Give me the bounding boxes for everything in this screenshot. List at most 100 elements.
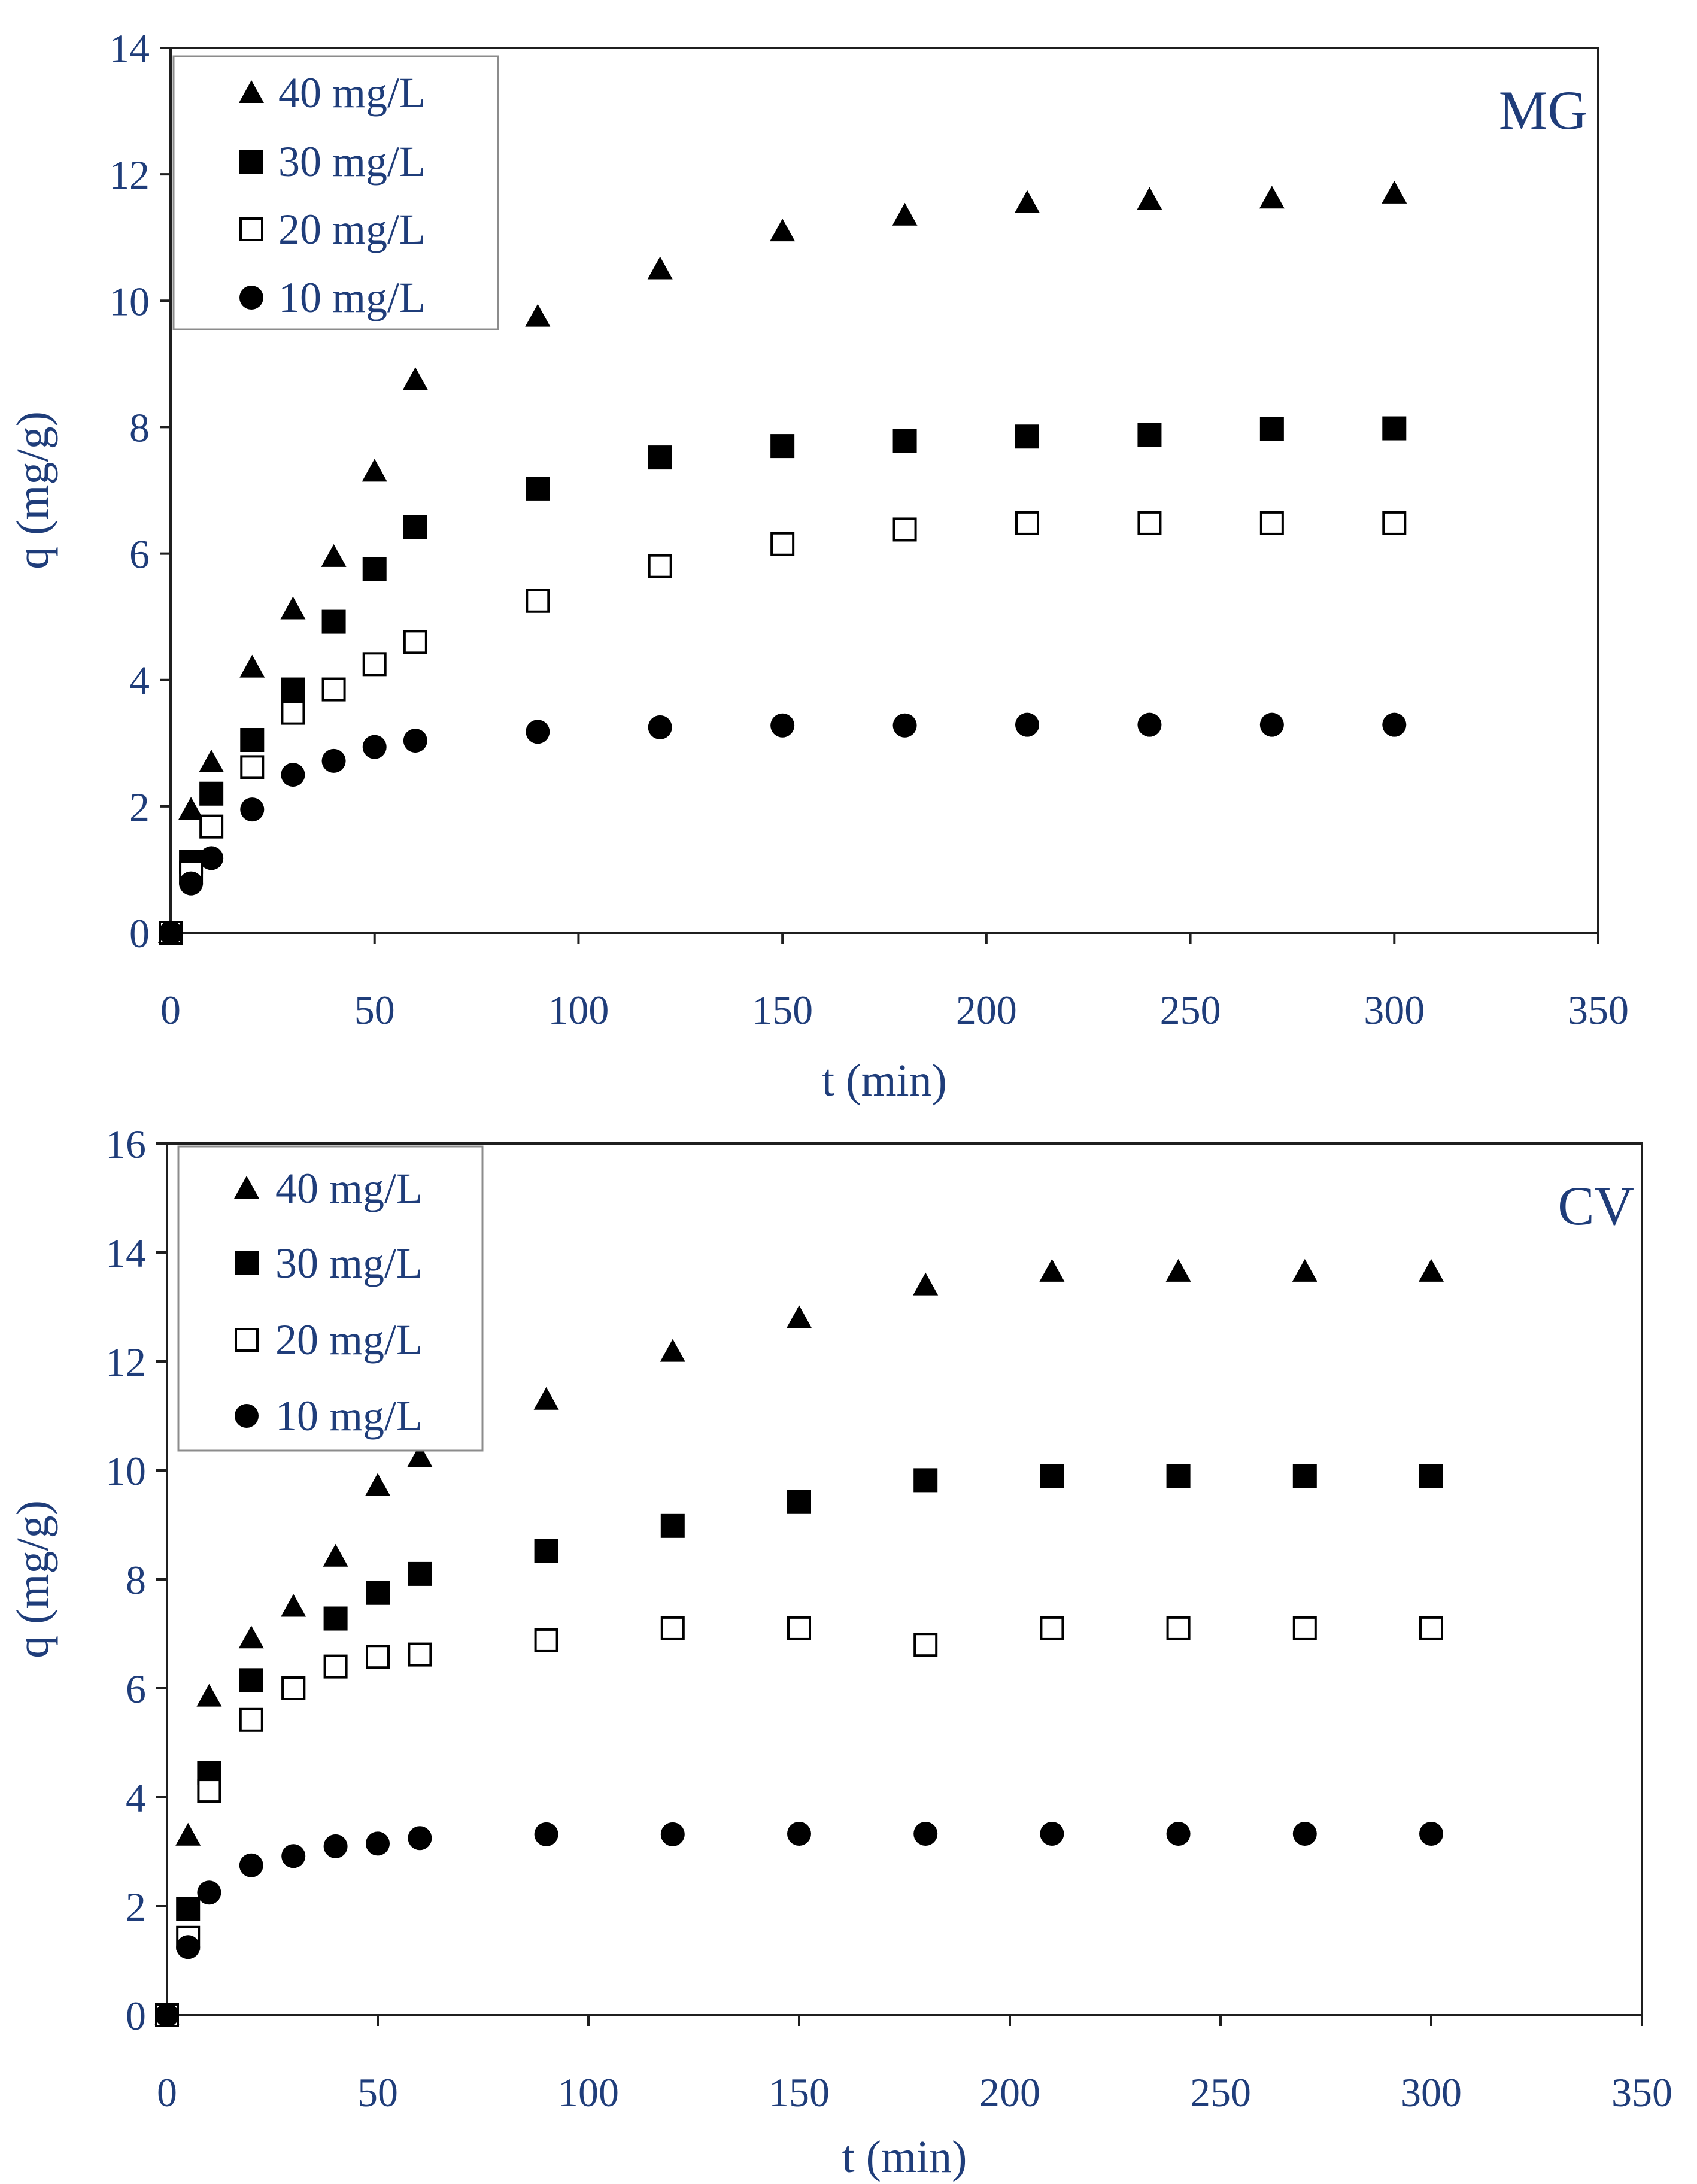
y-tick-label: 10: [109, 278, 150, 324]
data-point: [1015, 424, 1039, 449]
data-point: [280, 596, 306, 620]
data-point: [1382, 712, 1407, 737]
data-point: [323, 1834, 348, 1858]
y-tick-label: 2: [129, 784, 150, 830]
data-point: [196, 1684, 222, 1707]
y-tick-label: 10: [105, 1448, 146, 1494]
legend-label: 40 mg/L: [275, 1164, 423, 1212]
data-point: [321, 544, 347, 567]
y-tick-label: 12: [109, 152, 150, 198]
data-point: [199, 749, 224, 772]
series-20-mg-l: [155, 1616, 1443, 2027]
data-point: [321, 609, 346, 634]
data-point: [323, 1606, 348, 1631]
y-tick-label: 6: [129, 532, 150, 577]
data-point: [239, 654, 265, 678]
x-tick-label: 150: [752, 987, 813, 1033]
data-point: [892, 202, 918, 226]
data-point: [281, 1844, 306, 1868]
y-tick-label: 0: [126, 1993, 146, 2039]
x-tick-label: 350: [1568, 987, 1629, 1033]
data-point: [913, 1821, 938, 1846]
data-point: [179, 871, 204, 896]
data-point: [913, 1272, 939, 1296]
y-axis-title: q (mg/g): [8, 1500, 58, 1658]
series-20-mg-l: [159, 511, 1407, 945]
data-point: [240, 728, 265, 753]
data-point: [1137, 423, 1162, 447]
plot-frame: [169, 47, 1599, 934]
data-point: [770, 713, 795, 738]
x-axis-title: t (min): [842, 2132, 967, 2182]
x-tick-label: 200: [956, 987, 1017, 1033]
legend-label: 30 mg/L: [278, 138, 426, 186]
data-point: [366, 1831, 390, 1856]
data-point: [1259, 186, 1285, 209]
legend-label: 10 mg/L: [275, 1392, 423, 1440]
legend-label: 40 mg/L: [278, 69, 426, 117]
data-point: [787, 1616, 811, 1640]
data-point: [1166, 1464, 1191, 1488]
legend-label: 10 mg/L: [278, 274, 426, 321]
legend-label: 20 mg/L: [278, 205, 426, 253]
data-point: [787, 1821, 811, 1846]
x-tick-label: 300: [1401, 2070, 1462, 2115]
data-point: [770, 532, 795, 556]
data-point: [1259, 417, 1284, 441]
data-point: [1292, 1464, 1317, 1488]
x-tick-label: 50: [357, 2070, 398, 2115]
data-point: [1015, 511, 1039, 535]
data-point: [648, 554, 672, 578]
y-tick-label: 16: [105, 1121, 146, 1167]
data-point: [660, 1513, 685, 1538]
data-point: [913, 1468, 938, 1493]
data-point: [534, 1539, 558, 1563]
data-point: [787, 1305, 812, 1328]
legend-marker: [239, 286, 263, 310]
y-axis-title: q (mg/g): [8, 411, 58, 569]
data-point: [913, 1633, 938, 1657]
x-tick-label: 100: [558, 2070, 619, 2115]
x-tick-label: 300: [1364, 987, 1425, 1033]
data-point: [1419, 1258, 1444, 1282]
data-point: [1382, 511, 1407, 535]
data-point: [366, 1645, 390, 1669]
legend-box: [172, 55, 499, 330]
data-point: [407, 1444, 433, 1467]
data-point: [199, 781, 224, 806]
data-point: [787, 1490, 811, 1514]
data-point: [660, 1339, 685, 1362]
data-point: [1259, 712, 1284, 737]
data-point: [402, 367, 428, 390]
data-point: [155, 2003, 179, 2027]
data-point: [1165, 1258, 1191, 1282]
legend-marker: [235, 1328, 259, 1352]
data-point: [175, 1822, 201, 1846]
cv-chart: 0 2 4 6 8 10 12 14 16 0 50 100 150 200 250 300 350 t (min…: [8, 1121, 1672, 2182]
data-point: [648, 715, 672, 739]
x-axis-title: t (min): [822, 1055, 947, 1106]
data-point: [362, 557, 387, 581]
data-point: [197, 1779, 221, 1803]
x-tick-label: 250: [1190, 2070, 1251, 2115]
data-point: [1292, 1821, 1317, 1846]
data-point: [281, 677, 305, 702]
data-point: [1166, 1821, 1191, 1846]
data-point: [1040, 1821, 1064, 1846]
data-point: [403, 729, 427, 753]
data-point: [199, 814, 224, 839]
y-tick-label: 12: [105, 1339, 146, 1385]
data-point: [408, 1642, 432, 1667]
x-tick-label: 350: [1611, 2070, 1672, 2115]
data-point: [892, 713, 917, 738]
data-point: [176, 1897, 201, 1921]
data-point: [238, 1625, 264, 1649]
data-point: [1259, 511, 1284, 535]
data-point: [770, 434, 795, 459]
data-point: [1040, 1464, 1064, 1488]
x-tick-label: 150: [769, 2070, 830, 2115]
data-point: [323, 1654, 348, 1679]
data-point: [321, 748, 346, 773]
data-point: [362, 459, 387, 482]
y-tick-label: 4: [126, 1775, 146, 1821]
